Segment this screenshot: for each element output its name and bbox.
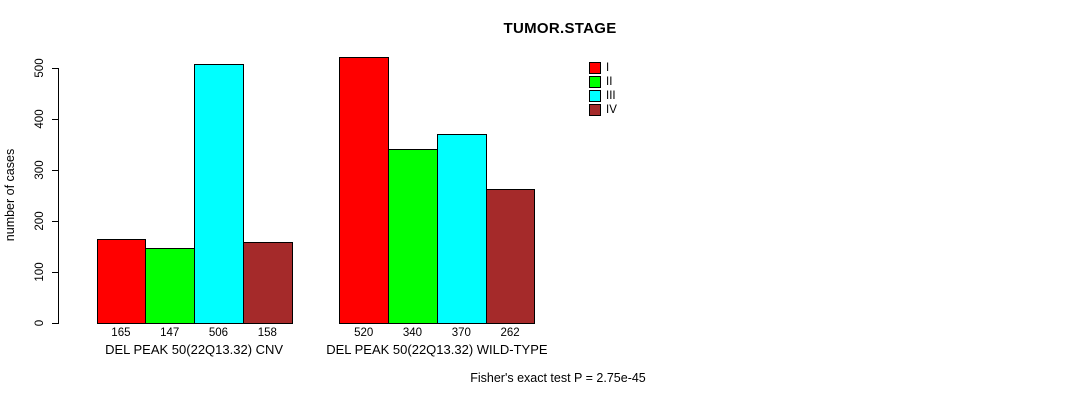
legend-label: IV [606, 104, 617, 116]
bar-value-label: 370 [451, 327, 471, 339]
legend-item-i: I [589, 61, 617, 75]
legend-label: II [606, 76, 613, 88]
bar-value-label: 520 [354, 327, 374, 339]
y-axis-tick [52, 271, 58, 273]
bar-value-label: 506 [208, 327, 229, 339]
chart-title: TUMOR.STAGE [503, 20, 617, 37]
y-axis-tick-label: 300 [34, 160, 46, 180]
fisher-test-annotation: Fisher's exact test P = 2.75e-45 [470, 371, 646, 385]
bar-ii-group1 [145, 247, 196, 324]
legend-label: I [606, 62, 610, 74]
bar-iv-group2 [485, 189, 536, 324]
legend-item-iii: III [589, 89, 617, 103]
bar-value-label: 262 [500, 327, 520, 339]
legend-label: III [606, 90, 616, 102]
y-axis-tick-label: 500 [34, 57, 46, 78]
y-axis-tick-label: 0 [34, 319, 46, 327]
y-axis-line [58, 67, 59, 324]
bar-iii-group2 [436, 133, 487, 324]
y-axis-tick [52, 67, 58, 69]
legend-item-iv: IV [589, 103, 617, 117]
y-axis-tick-label: 200 [34, 211, 46, 231]
bar-i-group1 [96, 238, 147, 324]
y-axis-tick [52, 169, 58, 171]
y-axis-tick-label: 400 [34, 109, 46, 129]
bar-value-label: 147 [160, 327, 180, 339]
legend-swatch-iii [589, 90, 601, 102]
legend-swatch-iv [589, 104, 601, 116]
legend-item-ii: II [589, 75, 617, 89]
y-axis-tick [52, 118, 58, 120]
x-axis-group-label: DEL PEAK 50(22Q13.32) WILD-TYPE [326, 342, 548, 357]
bar-value-label: 340 [402, 327, 423, 339]
y-axis-label: number of cases [3, 148, 17, 242]
legend-swatch-ii [589, 76, 601, 88]
legend-swatch-i [589, 62, 601, 74]
y-axis-tick-label: 100 [34, 262, 46, 282]
bar-value-label: 158 [257, 327, 277, 339]
y-axis-tick [52, 323, 58, 324]
x-axis-group-label: DEL PEAK 50(22Q13.32) CNV [105, 342, 284, 357]
bar-iv-group1 [242, 242, 293, 324]
legend: I II III IV [589, 61, 617, 117]
bar-iii-group1 [194, 64, 244, 324]
y-axis-tick [52, 220, 58, 222]
bar-ii-group2 [388, 149, 438, 324]
bar-i-group2 [339, 57, 390, 324]
bar-value-label: 165 [111, 327, 131, 339]
